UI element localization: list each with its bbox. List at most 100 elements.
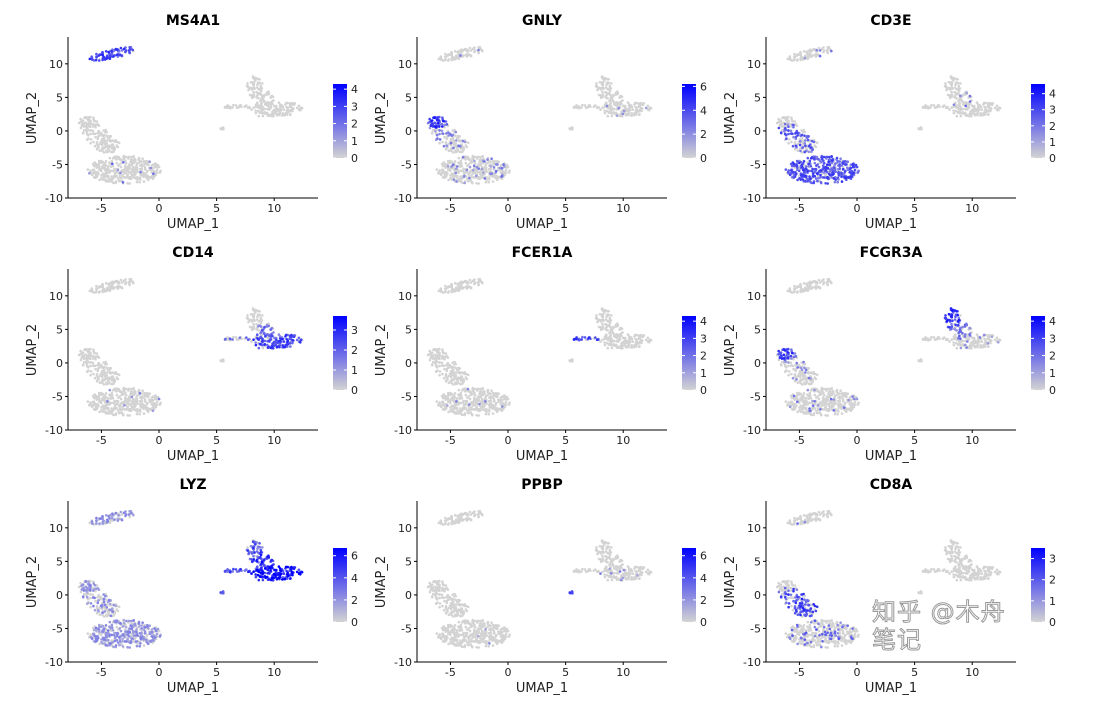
cell-point: [132, 406, 135, 409]
cell-point: [110, 397, 113, 400]
cell-point: [454, 282, 457, 285]
cell-point: [954, 86, 957, 89]
cell-point: [248, 88, 251, 91]
cell-point: [254, 311, 257, 314]
cell-point: [98, 130, 101, 133]
cell-point: [471, 181, 474, 184]
cell-point: [133, 391, 136, 394]
cell-point: [250, 326, 253, 329]
cell-point: [441, 373, 444, 376]
cell-point: [142, 408, 145, 411]
cell-point: [489, 165, 492, 168]
cell-point: [96, 120, 99, 123]
cell-point: [487, 181, 490, 184]
cell-point: [495, 170, 498, 173]
cell-point: [475, 175, 478, 178]
panel-title: FCGR3A: [860, 245, 923, 261]
cell-point: [106, 289, 109, 292]
cell-point: [451, 399, 454, 402]
y-axis-label: UMAP_2: [25, 324, 40, 376]
cell-point: [957, 88, 960, 91]
cell-point: [807, 135, 810, 138]
cell-point: [806, 169, 809, 172]
cell-point: [470, 406, 473, 409]
cell-point: [89, 374, 92, 377]
cell-point: [636, 102, 639, 105]
cell-point: [481, 168, 484, 171]
cell-point: [152, 410, 155, 413]
cell-point: [458, 157, 461, 160]
cell-point: [147, 179, 150, 182]
cell-point: [442, 132, 445, 135]
cell-point: [794, 141, 797, 144]
cell-point: [280, 105, 283, 108]
cell-point: [444, 288, 447, 291]
colorbar-label: 2: [700, 128, 707, 141]
cell-point: [439, 138, 442, 141]
cell-point: [110, 50, 113, 53]
cell-point: [601, 76, 604, 79]
cell-point: [838, 167, 841, 170]
cell-point: [470, 159, 473, 162]
cell-point: [796, 134, 799, 137]
cell-point: [787, 129, 790, 132]
cell-point: [605, 324, 608, 327]
cell-point: [819, 176, 822, 179]
cell-point: [447, 286, 450, 289]
cell-point: [473, 176, 476, 179]
cell-point: [615, 93, 618, 96]
cell-point: [92, 141, 95, 144]
cell-point: [96, 373, 99, 376]
cell-point: [628, 335, 631, 338]
cell-point: [794, 120, 797, 123]
cell-point: [469, 398, 472, 401]
cell-point: [220, 128, 223, 131]
cell-point: [269, 105, 272, 108]
cell-point: [970, 115, 973, 118]
cell-point: [142, 176, 145, 179]
cell-point: [481, 400, 484, 403]
cell-point: [830, 50, 833, 53]
y-tick-label: -10: [45, 424, 63, 437]
cell-point: [449, 406, 452, 409]
cell-point: [455, 400, 458, 403]
cell-point: [293, 336, 296, 339]
cell-point: [608, 111, 611, 114]
cell-point: [110, 407, 113, 410]
cell-point: [146, 164, 149, 167]
cell-point: [954, 92, 957, 95]
cell-point: [801, 165, 804, 168]
cell-point: [275, 338, 278, 341]
cell-point: [270, 115, 273, 118]
cell-point: [452, 366, 455, 369]
cell-point: [830, 155, 833, 158]
cell-point: [101, 144, 104, 147]
cell-point: [98, 286, 101, 289]
cell-point: [943, 104, 946, 107]
cell-point: [788, 138, 791, 141]
cell-point: [457, 144, 460, 147]
cell-point: [855, 164, 858, 167]
cell-point: [132, 387, 135, 390]
cell-point: [638, 334, 641, 337]
cell-point: [256, 92, 259, 95]
cell-point: [482, 171, 485, 174]
cell-point: [498, 167, 501, 170]
cell-point: [622, 113, 625, 116]
cell-point: [436, 137, 439, 140]
cell-point: [485, 181, 488, 184]
cell-point: [819, 287, 822, 290]
cell-point: [477, 281, 480, 284]
cell-point: [126, 175, 129, 178]
cell-point: [605, 83, 608, 86]
cell-point: [635, 113, 638, 116]
cell-point: [818, 166, 821, 169]
cell-point: [79, 350, 82, 353]
cell-point: [247, 338, 250, 341]
cell-point: [246, 82, 249, 85]
cell-point: [259, 92, 262, 95]
cell-point: [112, 55, 115, 58]
cell-point: [87, 137, 90, 140]
cell-point: [805, 165, 808, 168]
cell-point: [458, 395, 461, 398]
